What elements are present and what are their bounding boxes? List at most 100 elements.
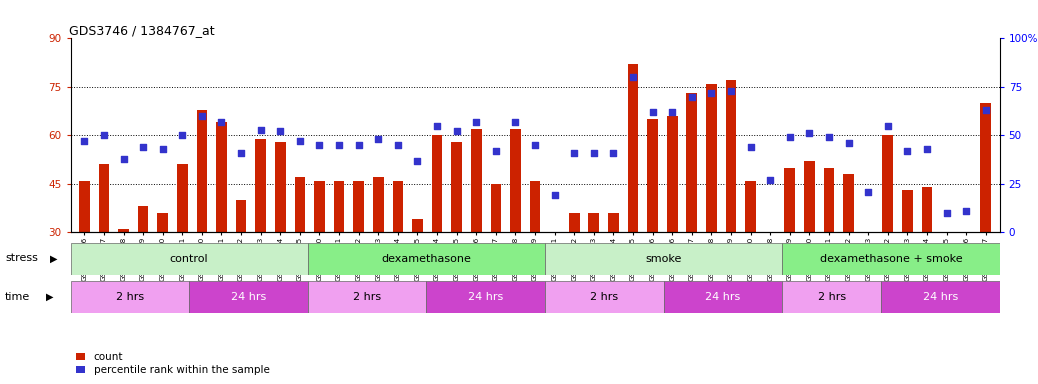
Point bbox=[488, 148, 504, 154]
Point bbox=[292, 138, 308, 144]
Text: 24 hrs: 24 hrs bbox=[705, 292, 740, 302]
Bar bbox=[529, 180, 541, 329]
Bar bbox=[941, 284, 952, 329]
Bar bbox=[471, 129, 482, 329]
Text: stress: stress bbox=[5, 253, 38, 263]
Bar bbox=[783, 243, 1000, 275]
Text: dexamethasone + smoke: dexamethasone + smoke bbox=[820, 254, 962, 264]
Bar bbox=[545, 243, 783, 275]
Point bbox=[311, 142, 328, 148]
Bar bbox=[843, 174, 854, 329]
Point bbox=[194, 113, 211, 119]
Bar bbox=[158, 213, 168, 329]
Bar bbox=[79, 180, 89, 329]
Bar bbox=[902, 190, 912, 329]
Point bbox=[722, 88, 739, 94]
Point bbox=[645, 109, 661, 115]
Bar bbox=[981, 103, 991, 329]
Bar bbox=[427, 281, 545, 313]
Point bbox=[546, 192, 563, 199]
Bar bbox=[308, 281, 427, 313]
Point bbox=[526, 142, 544, 148]
Text: 2 hrs: 2 hrs bbox=[591, 292, 619, 302]
Point bbox=[370, 136, 386, 142]
Bar bbox=[545, 281, 663, 313]
Bar bbox=[295, 177, 305, 329]
Bar bbox=[608, 213, 619, 329]
Text: smoke: smoke bbox=[646, 254, 682, 264]
Bar bbox=[726, 80, 737, 329]
Bar bbox=[99, 164, 109, 329]
Text: ▶: ▶ bbox=[46, 292, 54, 302]
Text: dexamethasone: dexamethasone bbox=[381, 254, 471, 264]
Bar bbox=[196, 109, 208, 329]
Text: 2 hrs: 2 hrs bbox=[353, 292, 381, 302]
Bar bbox=[663, 281, 783, 313]
Bar bbox=[373, 177, 384, 329]
Bar bbox=[745, 180, 756, 329]
Bar bbox=[189, 281, 308, 313]
Bar bbox=[216, 122, 227, 329]
Bar bbox=[510, 129, 521, 329]
Bar bbox=[71, 281, 189, 313]
Text: 24 hrs: 24 hrs bbox=[230, 292, 266, 302]
Bar bbox=[138, 207, 148, 329]
Bar bbox=[666, 116, 678, 329]
Point bbox=[978, 107, 994, 113]
Bar bbox=[315, 180, 325, 329]
Point bbox=[213, 119, 229, 125]
Point bbox=[782, 134, 798, 141]
Bar bbox=[783, 281, 881, 313]
Point bbox=[468, 119, 485, 125]
Point bbox=[351, 142, 367, 148]
Point bbox=[252, 126, 269, 132]
Bar bbox=[308, 243, 545, 275]
Point bbox=[155, 146, 171, 152]
Point bbox=[409, 157, 426, 164]
Bar bbox=[392, 180, 404, 329]
Point bbox=[585, 150, 602, 156]
Point bbox=[684, 94, 701, 100]
Point bbox=[879, 122, 896, 129]
Bar bbox=[961, 284, 972, 329]
Point bbox=[762, 177, 778, 183]
Bar bbox=[71, 243, 308, 275]
Point bbox=[135, 144, 152, 150]
Bar bbox=[255, 139, 266, 329]
Point bbox=[919, 146, 935, 152]
Text: time: time bbox=[5, 292, 30, 302]
Bar bbox=[765, 265, 775, 329]
Bar bbox=[628, 64, 638, 329]
Point bbox=[625, 74, 641, 80]
Bar bbox=[589, 213, 599, 329]
Bar bbox=[922, 187, 932, 329]
Point bbox=[821, 134, 838, 141]
Point bbox=[174, 132, 191, 139]
Bar bbox=[804, 161, 815, 329]
Bar bbox=[706, 84, 717, 329]
Bar bbox=[412, 219, 422, 329]
Point bbox=[801, 130, 818, 136]
Text: GDS3746 / 1384767_at: GDS3746 / 1384767_at bbox=[69, 24, 215, 37]
Point bbox=[331, 142, 348, 148]
Bar bbox=[569, 213, 579, 329]
Point bbox=[742, 144, 759, 150]
Bar bbox=[824, 168, 835, 329]
Bar bbox=[432, 136, 442, 329]
Bar bbox=[176, 164, 188, 329]
Point bbox=[938, 210, 955, 216]
Point bbox=[115, 156, 132, 162]
Legend: count, percentile rank within the sample: count, percentile rank within the sample bbox=[76, 352, 270, 375]
Bar bbox=[118, 229, 129, 329]
Point bbox=[429, 122, 445, 129]
Bar bbox=[882, 136, 894, 329]
Point bbox=[958, 208, 975, 214]
Point bbox=[233, 150, 249, 156]
Text: ▶: ▶ bbox=[50, 253, 58, 263]
Point bbox=[448, 128, 465, 134]
Point bbox=[76, 138, 92, 144]
Text: 2 hrs: 2 hrs bbox=[116, 292, 144, 302]
Point bbox=[841, 140, 857, 146]
Point bbox=[605, 150, 622, 156]
Text: 2 hrs: 2 hrs bbox=[818, 292, 846, 302]
